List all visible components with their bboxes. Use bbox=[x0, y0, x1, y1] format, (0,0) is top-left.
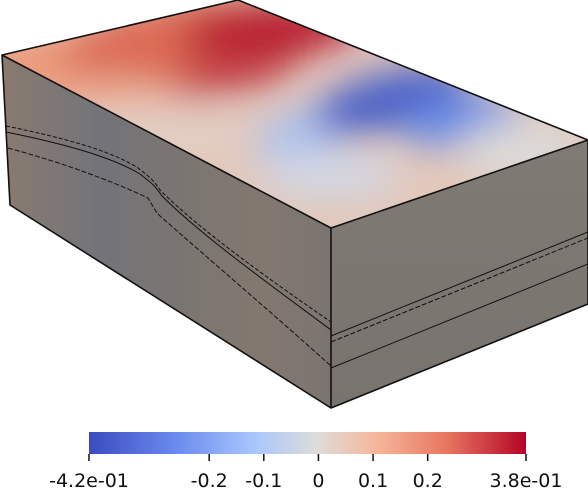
colorbar-ticks: -0.2 -0.1 0 0.1 0.2 bbox=[88, 454, 527, 492]
colorbar-tick-label: 0.1 bbox=[358, 470, 388, 492]
right-horizon-2 bbox=[330, 263, 588, 369]
right-horizon-1b bbox=[330, 237, 588, 343]
colorbar-min-label: -4.2e-01 bbox=[49, 470, 129, 492]
left-side-face bbox=[2, 55, 331, 408]
colorbar-tick-label: -0.2 bbox=[191, 470, 228, 492]
colorbar-tick-label: 0.2 bbox=[413, 470, 443, 492]
colorbar-max-label: 3.8e-01 bbox=[490, 470, 563, 492]
block-outline bbox=[1, 0, 588, 409]
right-horizon-1 bbox=[330, 231, 588, 337]
colorbar-tick-label: 0 bbox=[312, 470, 324, 492]
colorbar-tick-label: -0.1 bbox=[245, 470, 282, 492]
colorbar-gradient bbox=[89, 432, 526, 454]
left-horizon-1 bbox=[5, 125, 332, 323]
right-side-face bbox=[331, 140, 588, 408]
left-horizon-1b bbox=[5, 131, 332, 331]
left-horizon-2 bbox=[7, 147, 332, 367]
colorbar: -0.2 -0.1 0 0.1 0.2 -4.2e-01 3.8e-01 bbox=[49, 432, 562, 492]
